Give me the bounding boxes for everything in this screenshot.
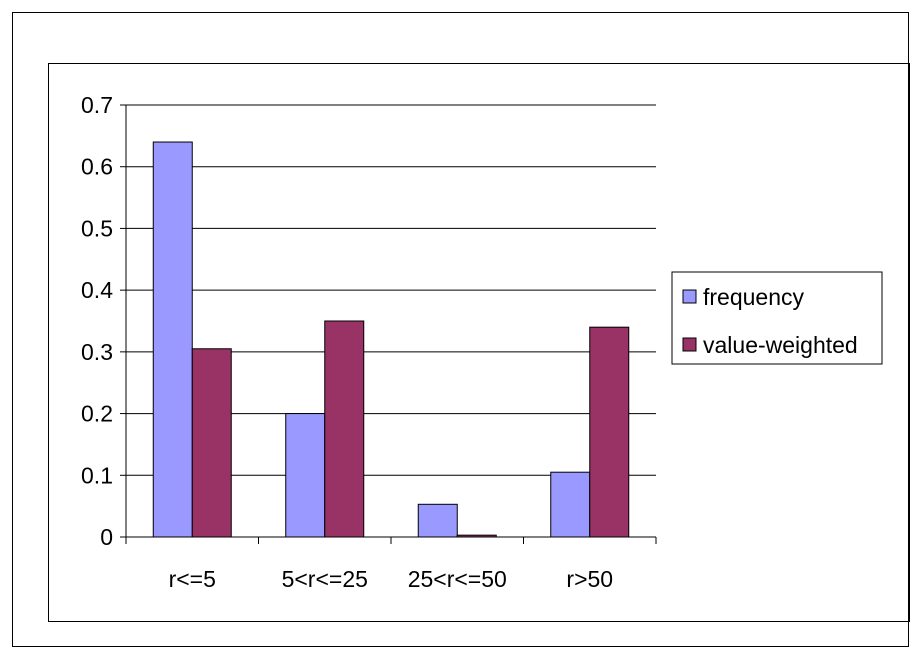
- x-tick-label: 25<r<=50: [408, 566, 507, 592]
- y-tick-label: 0.7: [81, 92, 113, 118]
- legend-swatch-value-weighted: [682, 337, 697, 352]
- x-tick-label: 5<r<=25: [282, 566, 368, 592]
- bar-frequency-0: [152, 141, 193, 538]
- bars: [152, 141, 630, 538]
- y-tick-label: 0.6: [81, 154, 113, 180]
- y-tick-label: 0: [100, 524, 113, 550]
- bar-value-weighted-3: [589, 326, 630, 538]
- y-tick-label: 0.5: [81, 215, 113, 241]
- chart-frame: [48, 63, 910, 622]
- bar-value-weighted-1: [324, 320, 365, 538]
- legend-box: [671, 271, 883, 365]
- y-tick-label: 0.1: [81, 462, 113, 488]
- legend-label-frequency: frequency: [703, 284, 805, 310]
- legend-label-value-weighted: value-weighted: [703, 332, 858, 358]
- y-ticks: 0 0.1 0.2 0.3 0.4 0.5 0.6 0.7: [81, 92, 126, 550]
- bar-value-weighted-0: [191, 348, 232, 538]
- bar-frequency-3: [550, 471, 591, 538]
- y-tick-label: 0.2: [81, 401, 113, 427]
- x-ticks: r<=5 5<r<=25 25<r<=50 r>50: [125, 537, 657, 592]
- x-tick-label: r>50: [566, 566, 613, 592]
- bar-frequency-2: [417, 503, 458, 538]
- legend: frequency value-weighted: [671, 271, 883, 365]
- legend-swatch-frequency: [682, 289, 697, 304]
- y-tick-label: 0.3: [81, 339, 113, 365]
- outer-frame: [12, 12, 909, 647]
- bar-frequency-1: [285, 413, 326, 538]
- y-tick-label: 0.4: [81, 277, 113, 303]
- x-tick-label: r<=5: [169, 566, 216, 592]
